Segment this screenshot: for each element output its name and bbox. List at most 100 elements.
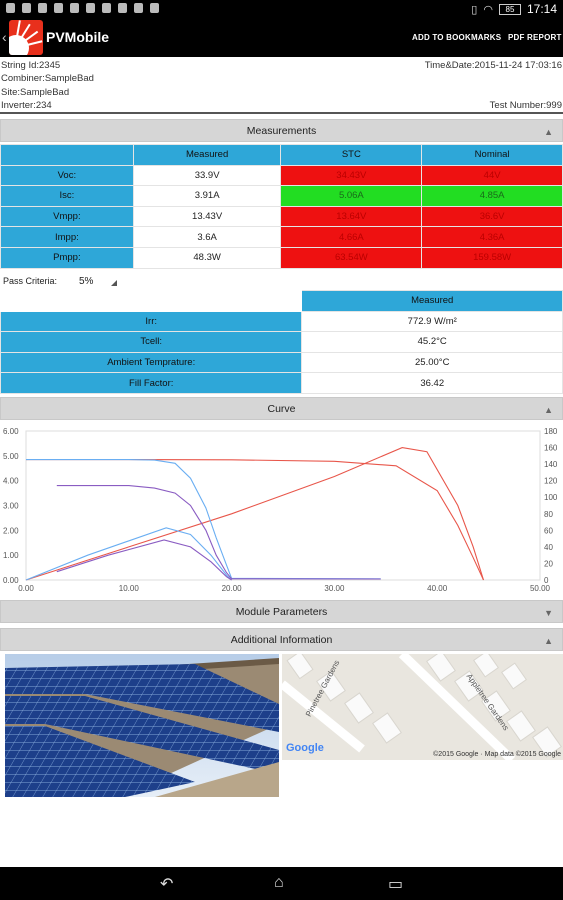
notification-icon [102, 3, 111, 13]
row-label: Isc: [0, 185, 134, 207]
curve-series-4 [56, 485, 381, 580]
measured-value: 48.3W [132, 246, 282, 269]
iv-curve-svg: 0.00 10.00 20.00 30.00 40.00 50.00 0.00 1.00 2.0… [3, 427, 558, 593]
row-label: Vmpp: [0, 205, 134, 228]
table-row: Irr: 772.9 W/m² [0, 310, 563, 333]
notification-icon [150, 3, 159, 13]
chevron-up-icon: ▲ [544, 127, 553, 137]
table-row: Isc: 3.91A 5.06A 4.85A [0, 185, 563, 207]
table-header: Measured [132, 144, 282, 166]
stc-value: 13.64V [280, 205, 423, 228]
test-info: String Id:2345 Combiner:SampleBad Site:S… [0, 57, 563, 112]
clock: 17:14 [526, 2, 557, 16]
divider [0, 112, 563, 114]
stc-value: 34.43V [280, 164, 423, 187]
table-row: Tcell: 45.2°C [0, 331, 563, 353]
status-bar: ▯ ◠ 85 17:14 [0, 0, 563, 18]
y-right-tick-label: 160 [544, 444, 558, 453]
table-header-row: Measured STC Nominal [0, 144, 563, 166]
module-parameters-header[interactable]: Module Parameters ▼ [0, 600, 563, 623]
additional-information-header[interactable]: Additional Information ▲ [0, 628, 563, 651]
string-id: String Id:2345 [1, 60, 61, 71]
y-left-tick-label: 5.00 [3, 452, 19, 461]
y-right-tick-label: 20 [544, 559, 553, 568]
x-tick-label: 20.00 [222, 584, 243, 593]
measured-value: 13.43V [132, 205, 282, 228]
curve-series-0 [26, 459, 484, 581]
row-label: Tcell: [0, 331, 303, 353]
site-map[interactable]: Pinetree Gardens Appletree Gardens Googl… [282, 654, 563, 760]
nominal-value: 4.36A [421, 226, 563, 248]
notification-icon [134, 3, 143, 13]
section-title: Measurements [246, 125, 317, 137]
measured-value: 3.6A [132, 226, 282, 248]
notification-icon [54, 3, 63, 13]
combiner: Combiner:SampleBad [1, 73, 94, 84]
measured-value: 3.91A [132, 185, 282, 207]
row-label: Pmpp: [0, 246, 134, 269]
stc-value: 63.54W [280, 246, 423, 269]
condition-value: 25.00°C [301, 351, 563, 374]
notification-icon [38, 3, 47, 13]
pvmobile-logo [9, 20, 43, 55]
y-right-tick-label: 60 [544, 526, 553, 535]
nominal-value: 44V [421, 164, 563, 187]
chevron-down-icon: ▼ [544, 608, 553, 618]
iv-curve-chart: 0.00 10.00 20.00 30.00 40.00 50.00 0.00 1.00 2.0… [0, 420, 563, 600]
y-left-tick-label: 1.00 [3, 551, 19, 560]
pass-criteria-label: Pass Criteria: [3, 276, 58, 286]
site-photo[interactable] [5, 654, 279, 797]
dropdown-triangle-icon[interactable] [111, 280, 117, 286]
table-row: Fill Factor: 36.42 [0, 372, 563, 394]
y-right-tick-label: 0 [544, 576, 549, 585]
table-row: Impp: 3.6A 4.66A 4.36A [0, 226, 563, 248]
section-title: Additional Information [230, 634, 333, 646]
notification-icons [6, 3, 159, 13]
y-right-tick-label: 40 [544, 543, 553, 552]
condition-value: 45.2°C [301, 331, 563, 353]
row-label: Fill Factor: [0, 372, 303, 394]
measurements-header[interactable]: Measurements ▲ [0, 119, 563, 142]
conditions-table: Measured Irr: 772.9 W/m² Tcell: 45.2°C A… [0, 290, 563, 394]
wifi-icon: ◠ [483, 3, 493, 16]
y-left-tick-label: 0.00 [3, 576, 19, 585]
y-right-tick-label: 120 [544, 477, 558, 486]
measured-value: 33.9V [132, 164, 282, 187]
table-row: Vmpp: 13.43V 13.64V 36.6V [0, 205, 563, 228]
table-header: Nominal [421, 144, 563, 166]
y-right-tick-label: 140 [544, 460, 558, 469]
table-row: Pmpp: 48.3W 63.54W 159.58W [0, 246, 563, 269]
test-number: Test Number:999 [489, 100, 562, 111]
map-attribution: ©2015 Google · Map data ©2015 Google [433, 751, 561, 758]
recent-apps-icon[interactable]: ▭ [388, 876, 404, 893]
row-label: Irr: [0, 310, 303, 333]
y-left-tick-label: 4.00 [3, 477, 19, 486]
pass-criteria-select[interactable]: 5% [79, 276, 94, 287]
stc-value: 4.66A [280, 226, 423, 248]
x-tick-label: 10.00 [119, 584, 140, 593]
row-label: Impp: [0, 226, 134, 248]
plot-area [25, 430, 541, 581]
app-bar: ‹ PVMobile ADD TO BOOKMARKS PDF REPORT [0, 18, 563, 57]
add-to-bookmarks-button[interactable]: ADD TO BOOKMARKS [412, 33, 502, 42]
curve-series-2 [26, 459, 381, 580]
notification-icon [86, 3, 95, 13]
curve-header[interactable]: Curve ▲ [0, 397, 563, 420]
back-icon[interactable]: ↶ [160, 876, 174, 893]
condition-value: 36.42 [301, 372, 563, 394]
y-right-tick-label: 100 [544, 493, 558, 502]
back-chevron-icon[interactable]: ‹ [2, 29, 7, 45]
table-row: Ambient Temprature: 25.00°C [0, 351, 563, 374]
notification-icon [118, 3, 127, 13]
nominal-value: 4.85A [421, 185, 563, 207]
measurements-table: Measured STC Nominal Voc: 33.9V 34.43V 4… [0, 144, 563, 269]
y-left-tick-label: 3.00 [3, 502, 19, 511]
home-icon[interactable]: ⌂ [274, 874, 284, 891]
curve-series-3 [25, 527, 232, 581]
row-label: Ambient Temprature: [0, 351, 303, 374]
site: Site:SampleBad [1, 87, 70, 98]
chevron-up-icon: ▲ [544, 636, 553, 646]
inverter: Inverter:234 [1, 100, 52, 111]
pass-criteria: Pass Criteria: 5% [3, 276, 117, 287]
pdf-report-button[interactable]: PDF REPORT [508, 33, 562, 42]
